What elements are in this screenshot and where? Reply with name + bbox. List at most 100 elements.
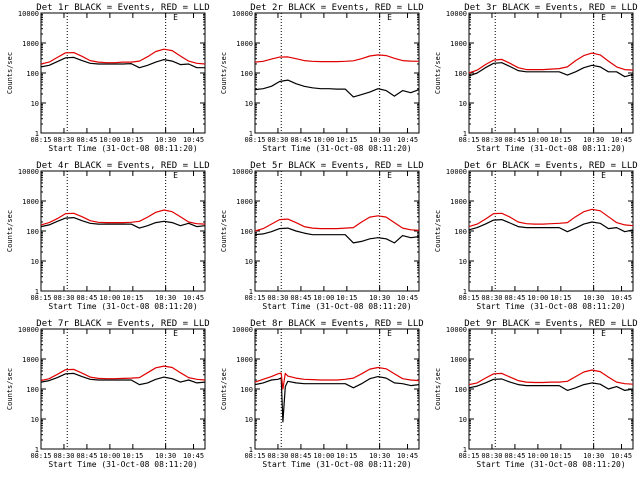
y-tick-label: 1 — [463, 446, 467, 454]
x-tick-label: 08:45 — [76, 452, 97, 460]
y-tick-label: 1000 — [450, 198, 467, 206]
x-tick-label: 10:15 — [550, 294, 571, 302]
y-tick-label: 1 — [35, 288, 39, 296]
x-tick-label: 08:45 — [290, 452, 311, 460]
y-tick-label: 100 — [26, 70, 39, 78]
x-tick-label: 10:00 — [313, 294, 334, 302]
x-tick-label: 08:45 — [76, 294, 97, 302]
y-axis-label: Counts/sec — [434, 368, 442, 410]
y-tick-label: 1 — [249, 446, 253, 454]
x-tick-label: 10:30 — [583, 136, 604, 144]
x-tick-label: 08:45 — [504, 294, 525, 302]
series-line-lld — [254, 366, 420, 390]
plot-frame — [468, 170, 634, 292]
chart-title: Det 6r BLACK = Events, RED = LLD — [464, 161, 637, 171]
x-tick-label: 08:15 — [30, 294, 51, 302]
e-marker: E — [173, 171, 178, 180]
x-tick-label: 10:45 — [397, 136, 418, 144]
series-line-events — [468, 62, 634, 78]
y-axis-label: Counts/sec — [220, 52, 228, 94]
y-tick-label: 100 — [26, 386, 39, 394]
y-tick-label: 1000 — [450, 356, 467, 364]
y-tick-label: 100 — [454, 386, 467, 394]
x-tick-label: 10:15 — [550, 136, 571, 144]
x-tick-label: 08:30 — [267, 294, 288, 302]
x-tick-label: 08:15 — [458, 136, 479, 144]
e-marker: E — [601, 13, 606, 22]
y-tick-label: 10 — [459, 416, 467, 424]
x-tick-label: 10:00 — [313, 136, 334, 144]
e-marker: E — [173, 13, 178, 22]
x-tick-label: 08:15 — [30, 136, 51, 144]
x-tick-label: 08:15 — [458, 452, 479, 460]
x-tick-label: 08:45 — [290, 136, 311, 144]
x-axis-label: Start Time (31-Oct-08 08:11:20) — [476, 460, 625, 469]
x-tick-label: 08:30 — [267, 452, 288, 460]
x-tick-label: 08:15 — [244, 294, 265, 302]
x-tick-label: 10:30 — [369, 136, 390, 144]
y-tick-label: 1 — [35, 446, 39, 454]
x-tick-label: 10:30 — [155, 452, 176, 460]
x-tick-label: 10:45 — [611, 452, 632, 460]
x-tick-label: 10:30 — [155, 136, 176, 144]
y-tick-label: 10000 — [18, 326, 39, 334]
y-tick-label: 1 — [35, 130, 39, 138]
x-axis-label: Start Time (31-Oct-08 08:11:20) — [48, 144, 197, 153]
y-tick-label: 10000 — [446, 10, 467, 18]
x-tick-label: 10:45 — [611, 136, 632, 144]
y-axis-label: Counts/sec — [220, 368, 228, 410]
series-line-events — [40, 372, 206, 386]
y-tick-label: 1000 — [236, 40, 253, 48]
chart-title: Det 4r BLACK = Events, RED = LLD — [36, 161, 209, 171]
series-line-lld — [40, 365, 206, 382]
x-tick-label: 10:30 — [583, 452, 604, 460]
series-line-events — [40, 217, 206, 229]
y-tick-label: 10000 — [232, 10, 253, 18]
y-tick-label: 1 — [249, 288, 253, 296]
x-tick-label: 10:00 — [99, 136, 120, 144]
x-tick-label: 08:30 — [267, 136, 288, 144]
x-tick-label: 08:15 — [244, 136, 265, 144]
x-tick-label: 10:30 — [155, 294, 176, 302]
series-line-lld — [468, 208, 634, 228]
y-tick-label: 1000 — [450, 40, 467, 48]
chart-title: Det 9r BLACK = Events, RED = LLD — [464, 319, 637, 329]
y-tick-label: 100 — [240, 386, 253, 394]
x-tick-label: 10:45 — [183, 294, 204, 302]
y-tick-label: 10 — [459, 258, 467, 266]
x-tick-label: 08:30 — [481, 294, 502, 302]
y-axis-label: Counts/sec — [6, 210, 14, 252]
y-axis-label: Counts/sec — [220, 210, 228, 252]
y-tick-label: 100 — [454, 70, 467, 78]
series-line-events — [468, 378, 634, 391]
x-tick-label: 10:45 — [397, 452, 418, 460]
series-line-events — [254, 376, 420, 423]
y-tick-label: 10000 — [232, 326, 253, 334]
x-tick-label: 10:45 — [611, 294, 632, 302]
x-axis-label: Start Time (31-Oct-08 08:11:20) — [48, 460, 197, 469]
series-line-events — [254, 227, 420, 244]
x-tick-label: 08:15 — [244, 452, 265, 460]
plot-frame — [254, 328, 420, 450]
y-tick-label: 10 — [31, 100, 39, 108]
y-tick-label: 1000 — [22, 40, 39, 48]
y-tick-label: 1 — [463, 288, 467, 296]
x-tick-label: 10:30 — [369, 294, 390, 302]
x-tick-label: 10:15 — [122, 136, 143, 144]
y-tick-label: 10 — [31, 258, 39, 266]
x-tick-label: 10:45 — [183, 452, 204, 460]
y-tick-label: 10 — [31, 416, 39, 424]
series-line-lld — [40, 209, 206, 226]
x-tick-label: 10:00 — [99, 452, 120, 460]
x-tick-label: 10:15 — [336, 452, 357, 460]
chart-title: Det 3r BLACK = Events, RED = LLD — [464, 3, 637, 13]
x-tick-label: 10:15 — [550, 452, 571, 460]
x-axis-label: Start Time (31-Oct-08 08:11:20) — [476, 144, 625, 153]
x-tick-label: 08:30 — [481, 452, 502, 460]
